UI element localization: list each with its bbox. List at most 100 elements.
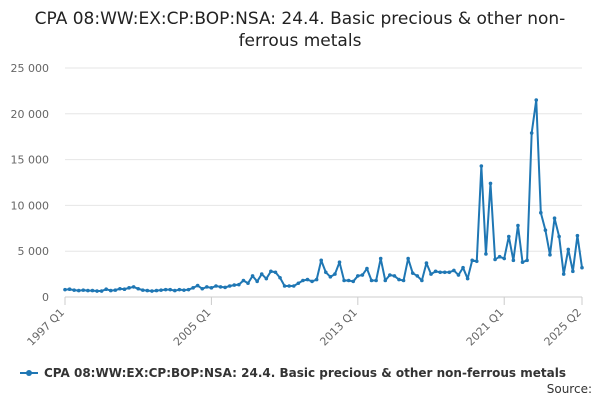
data-point[interactable] (337, 260, 342, 264)
data-point[interactable] (163, 287, 168, 292)
data-point[interactable] (72, 288, 76, 292)
data-point[interactable] (323, 270, 328, 275)
data-point[interactable] (63, 287, 67, 292)
data-point[interactable] (333, 272, 337, 276)
data-point[interactable] (465, 276, 470, 281)
data-point[interactable] (328, 275, 333, 279)
data-point[interactable] (223, 285, 227, 290)
data-point[interactable] (127, 286, 131, 290)
data-point[interactable] (433, 269, 438, 274)
data-point[interactable] (131, 285, 136, 289)
data-point[interactable] (369, 278, 374, 283)
data-point[interactable] (205, 285, 209, 289)
data-point[interactable] (81, 288, 86, 292)
data-point[interactable] (456, 273, 461, 277)
data-point[interactable] (95, 289, 99, 293)
data-point[interactable] (159, 288, 163, 292)
data-point[interactable] (154, 288, 159, 293)
data-point[interactable] (424, 261, 429, 265)
data-point[interactable] (104, 287, 108, 292)
data-point[interactable] (534, 98, 539, 102)
data-point[interactable] (278, 275, 282, 280)
data-point[interactable] (429, 272, 433, 276)
data-point[interactable] (90, 288, 95, 293)
data-point[interactable] (182, 288, 186, 292)
data-point[interactable] (118, 286, 122, 291)
data-point[interactable] (232, 283, 237, 287)
data-point[interactable] (520, 260, 525, 264)
data-point[interactable] (177, 287, 182, 292)
data-point[interactable] (282, 284, 287, 288)
data-point[interactable] (108, 288, 113, 293)
data-point[interactable] (420, 278, 424, 283)
data-point[interactable] (557, 234, 561, 239)
data-point[interactable] (305, 277, 310, 282)
data-point[interactable] (397, 277, 401, 282)
data-point[interactable] (264, 276, 269, 281)
data-point[interactable] (493, 257, 497, 262)
data-point[interactable] (470, 258, 474, 263)
data-point[interactable] (310, 279, 314, 284)
data-point[interactable] (360, 273, 365, 277)
data-point[interactable] (415, 274, 420, 278)
data-point[interactable] (351, 279, 356, 284)
data-point[interactable] (255, 279, 259, 284)
data-point[interactable] (502, 256, 507, 261)
data-point[interactable] (291, 284, 296, 288)
data-point[interactable] (186, 287, 191, 292)
data-point[interactable] (516, 223, 520, 228)
data-point[interactable] (319, 258, 324, 263)
data-point[interactable] (479, 164, 484, 168)
data-point[interactable] (406, 256, 410, 261)
data-point[interactable] (575, 233, 580, 238)
data-point[interactable] (561, 272, 566, 276)
data-point[interactable] (543, 228, 548, 232)
data-point[interactable] (442, 270, 447, 275)
data-point[interactable] (67, 287, 72, 292)
data-point[interactable] (136, 286, 140, 291)
data-point[interactable] (484, 252, 488, 256)
data-point[interactable] (314, 277, 319, 282)
data-point[interactable] (539, 210, 543, 215)
data-point[interactable] (552, 216, 557, 221)
data-point[interactable] (374, 278, 378, 283)
data-point[interactable] (525, 258, 529, 263)
data-point[interactable] (122, 287, 127, 292)
data-point[interactable] (548, 253, 552, 257)
data-point[interactable] (392, 274, 397, 278)
data-point[interactable] (237, 282, 241, 287)
data-point[interactable] (76, 288, 81, 293)
data-point[interactable] (145, 288, 150, 293)
data-point[interactable] (273, 270, 278, 275)
data-point[interactable] (150, 289, 154, 293)
data-point[interactable] (214, 284, 218, 288)
data-point[interactable] (529, 131, 534, 135)
data-point[interactable] (342, 278, 346, 283)
data-point[interactable] (269, 269, 273, 274)
data-point[interactable] (200, 286, 205, 291)
data-point[interactable] (507, 234, 511, 239)
data-point[interactable] (438, 270, 442, 275)
data-point[interactable] (410, 271, 415, 275)
data-point[interactable] (99, 289, 104, 293)
data-point[interactable] (452, 268, 456, 273)
data-point[interactable] (195, 283, 200, 288)
data-point[interactable] (140, 288, 145, 292)
data-point[interactable] (365, 266, 369, 271)
data-point[interactable] (447, 270, 452, 275)
data-point[interactable] (383, 278, 388, 283)
data-point[interactable] (246, 281, 250, 286)
data-point[interactable] (388, 273, 392, 277)
data-point[interactable] (511, 258, 516, 263)
data-point[interactable] (378, 256, 383, 261)
data-point[interactable] (356, 274, 360, 278)
data-point[interactable] (113, 288, 118, 292)
data-point[interactable] (168, 287, 173, 292)
data-point[interactable] (209, 286, 214, 290)
legend[interactable]: CPA 08:WW:EX:CP:BOP:NSA: 24.4. Basic pre… (20, 366, 566, 380)
data-point[interactable] (259, 272, 264, 276)
data-point[interactable] (580, 265, 584, 270)
data-point[interactable] (86, 288, 90, 293)
data-point[interactable] (241, 278, 246, 283)
data-point[interactable] (301, 278, 305, 283)
